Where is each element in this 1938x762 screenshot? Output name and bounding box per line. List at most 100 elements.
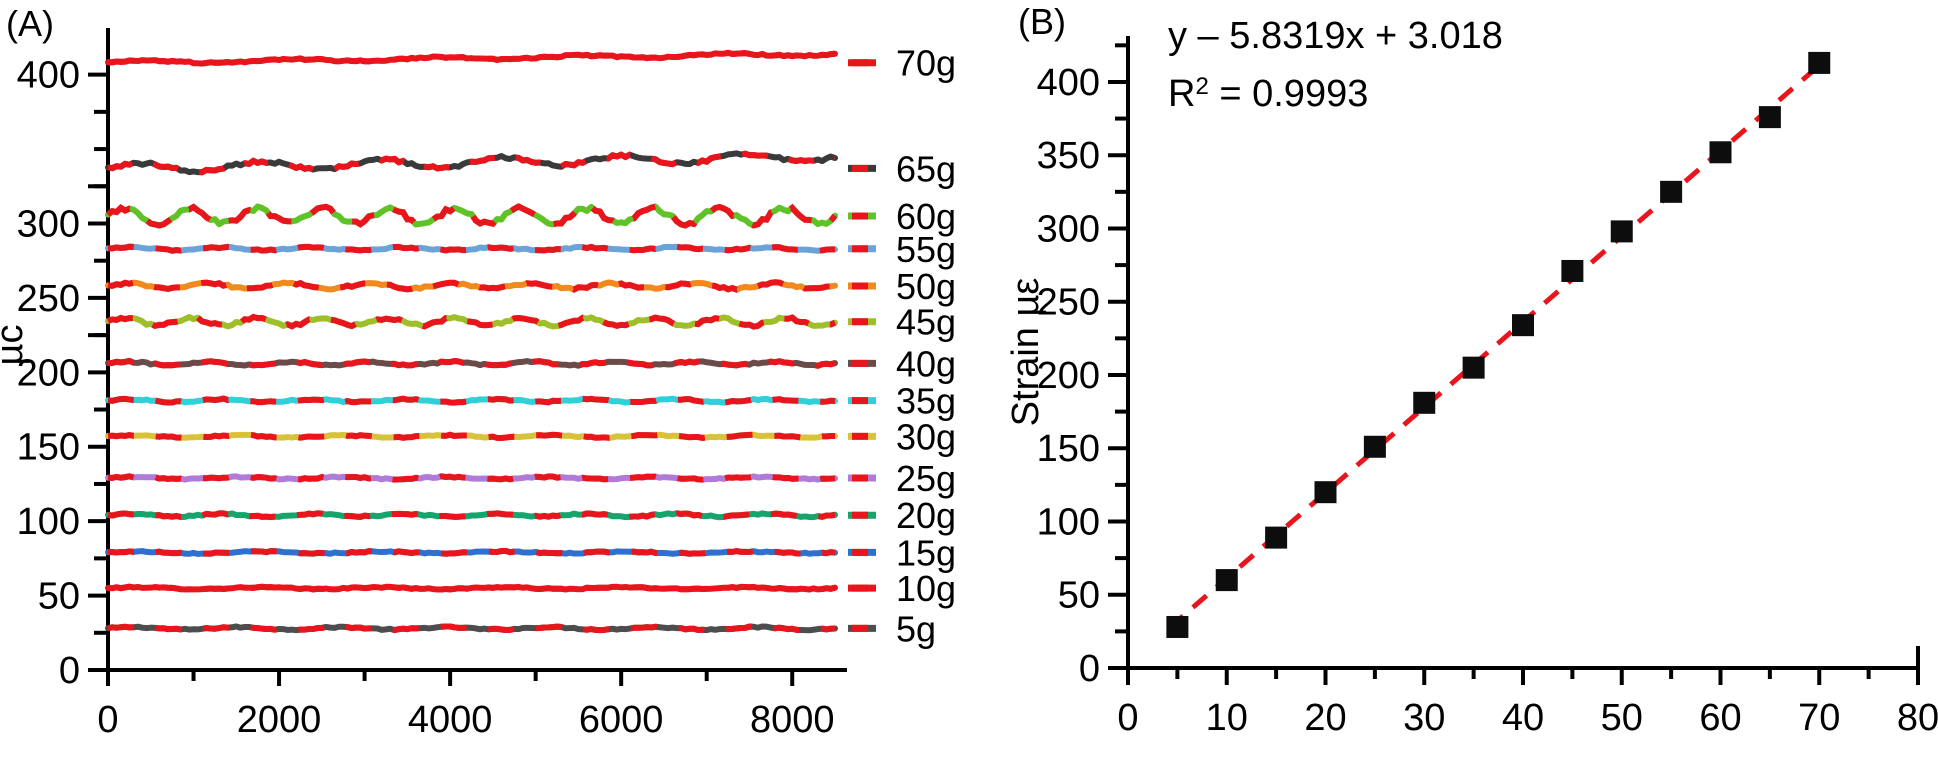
trace-fit-dashed-50g <box>107 279 836 293</box>
panel-a-series-15g <box>105 547 838 557</box>
panel-b-r-squared: R2 = 0.9993 <box>1168 73 1368 115</box>
series-label-45g: 45g <box>896 302 956 343</box>
panel-a-y-tick-label: 300 <box>17 203 80 245</box>
panel-a-y-tick-label: 50 <box>38 576 80 618</box>
panel-b-y-axis-title: Strain µε <box>1005 278 1047 427</box>
panel-b-y-tick-label: 400 <box>1037 62 1100 104</box>
data-point-50g <box>1610 220 1633 243</box>
panel-a-y-axis-title: µc <box>0 325 31 366</box>
panel-b-annotations: y – 5.8319x + 3.018 R2 = 0.9993 <box>1168 15 1503 115</box>
data-point-60g <box>1709 141 1732 164</box>
panel-a-series-20g <box>105 510 838 521</box>
trace-base-30g <box>105 431 838 442</box>
panel-a-x-tick-label: 6000 <box>579 699 664 741</box>
panel-b-data-points <box>1166 51 1831 638</box>
panel-a-x-tick-label: 2000 <box>237 699 322 741</box>
panel-b-equation: y – 5.8319x + 3.018 <box>1168 15 1503 57</box>
panel-a-series-5g <box>105 623 838 634</box>
panel-b-x-tick-label: 10 <box>1206 697 1248 739</box>
series-label-60g: 60g <box>896 196 956 237</box>
data-point-5g <box>1166 615 1189 638</box>
panel-b-y-tick-label: 200 <box>1037 355 1100 397</box>
panel-a-y-tick-label: 100 <box>17 501 80 543</box>
panel-b-y-tick-label: 50 <box>1058 575 1100 617</box>
trace-fit-dashed-60g <box>106 202 838 229</box>
panel-b-axes: 0 50 100 150 200 250 300 350 400 0 10 20 30 40 50 60 70 8… <box>1005 36 1938 762</box>
panel-b-x-tick-label: 70 <box>1798 697 1840 739</box>
series-label-20g: 20g <box>896 495 956 536</box>
series-label-35g: 35g <box>896 381 956 422</box>
panel-a: (A) 0 50 100 150 200 250 300 400 0 2000 4000 6000 80… <box>0 6 956 762</box>
panel-b-x-tick-label: 20 <box>1304 697 1346 739</box>
panel-b-plot: 0 50 100 150 200 250 300 350 400 0 10 20 30 40 50 60 70 8… <box>1005 15 1938 762</box>
panel-a-series-35g <box>105 395 838 406</box>
trace-fit-dashed-45g <box>106 313 837 330</box>
panel-a-x-tick-label: 0 <box>97 699 118 741</box>
panel-a-series-45g <box>105 313 838 330</box>
trace-base-5g <box>105 623 838 634</box>
trace-fit-dashed-65g <box>107 150 836 176</box>
panel-b-x-tick-label: 80 <box>1897 697 1938 739</box>
trace-base-15g <box>105 547 838 557</box>
panel-b-x-tick-label: 30 <box>1403 697 1445 739</box>
panel-b-x-tick-label: 40 <box>1502 697 1544 739</box>
trace-base-70g <box>105 49 838 67</box>
panel-a-series-55g <box>105 243 838 254</box>
data-point-30g <box>1413 391 1436 414</box>
panel-b-y-tick-label: 350 <box>1037 135 1100 177</box>
trace-fit-dashed-10g <box>107 583 836 593</box>
panel-a-series-30g <box>105 431 838 442</box>
series-label-70g: 70g <box>896 43 956 84</box>
panel-b-label: (B) <box>1018 1 1066 42</box>
panel-b-x-tick-label: 50 <box>1601 697 1643 739</box>
data-point-35g <box>1462 356 1485 379</box>
panel-b-y-tick-label: 150 <box>1037 428 1100 470</box>
panel-b-y-tick-label: 300 <box>1037 208 1100 250</box>
data-point-20g <box>1314 481 1337 504</box>
trace-base-35g <box>105 395 838 406</box>
trace-base-40g <box>105 357 838 369</box>
panel-b-y-tick-label: 100 <box>1037 501 1100 543</box>
panel-a-series-40g <box>105 357 838 369</box>
series-label-10g: 10g <box>896 568 956 609</box>
series-label-25g: 25g <box>896 458 956 499</box>
series-label-40g: 40g <box>896 343 956 384</box>
panel-a-y-tick-label: 0 <box>59 650 80 692</box>
panel-a-y-tick-label: 400 <box>17 55 80 97</box>
data-point-65g <box>1758 106 1781 129</box>
panel-a-x-tick-label: 4000 <box>408 699 493 741</box>
panel-a-series-10g <box>105 583 838 593</box>
series-label-50g: 50g <box>896 266 956 307</box>
panel-a-y-tick-label: 200 <box>17 352 80 394</box>
data-point-40g <box>1512 314 1534 337</box>
series-label-5g: 5g <box>896 608 936 649</box>
panel-a-axes: 05010015020025030040002000400060008000Ti… <box>0 28 847 762</box>
series-label-55g: 55g <box>896 229 956 270</box>
data-point-25g <box>1363 435 1386 458</box>
panel-a-y-tick-label: 250 <box>17 278 80 320</box>
series-label-65g: 65g <box>896 148 956 189</box>
series-label-15g: 15g <box>896 532 956 573</box>
panel-a-series-70g <box>105 49 838 67</box>
panel-a-series-60g <box>105 202 838 229</box>
panel-b: (B) 0 50 100 150 200 250 300 350 400 0 10 20 30 40 50 6… <box>1000 0 1938 762</box>
data-point-55g <box>1660 180 1683 203</box>
data-point-45g <box>1561 259 1584 282</box>
panel-a-y-tick-label: 150 <box>17 427 80 469</box>
trace-base-55g <box>105 243 838 254</box>
series-label-30g: 30g <box>896 416 956 457</box>
panel-a-series-50g <box>105 279 838 293</box>
panel-a-plot: 05010015020025030040002000400060008000Ti… <box>0 28 956 762</box>
panel-b-x-axis-title: Load (g) <box>1432 759 1574 762</box>
panel-b-x-tick-label: 60 <box>1699 697 1741 739</box>
panel-b-x-tick-label: 0 <box>1117 697 1138 739</box>
panel-a-series-25g <box>105 473 838 483</box>
trace-base-20g <box>105 510 838 521</box>
panel-a-series-65g <box>105 150 838 176</box>
data-point-15g <box>1265 526 1288 549</box>
panel-b-y-tick-label: 250 <box>1037 282 1100 324</box>
data-point-70g <box>1808 51 1831 74</box>
trace-base-25g <box>105 473 838 483</box>
